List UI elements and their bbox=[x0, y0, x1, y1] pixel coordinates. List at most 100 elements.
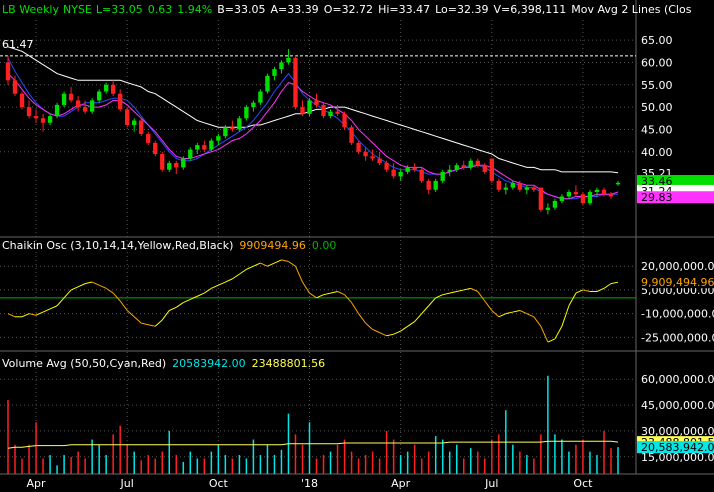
chaikin-segment bbox=[344, 294, 352, 303]
volume-tick-label: 30,000,000.00 bbox=[641, 425, 714, 438]
candle-body bbox=[19, 93, 25, 108]
candle-body bbox=[475, 160, 480, 166]
volume-bar bbox=[392, 439, 395, 474]
candle-body bbox=[517, 183, 523, 190]
volume-bar bbox=[427, 451, 430, 474]
volume-bar bbox=[533, 458, 535, 474]
volume-bar bbox=[364, 455, 367, 474]
volume-bar bbox=[161, 451, 164, 474]
candle-body bbox=[12, 80, 18, 94]
candle-body bbox=[153, 142, 158, 155]
candle-body bbox=[412, 167, 417, 170]
volume-average-value: 23488801.56 bbox=[252, 357, 325, 370]
oscillator-tick-label: 20,000,000.00 bbox=[641, 260, 714, 273]
candle-body bbox=[573, 192, 579, 195]
candle-body bbox=[26, 107, 32, 117]
volume-bar bbox=[491, 439, 493, 474]
candle-body bbox=[96, 91, 102, 101]
candle-body bbox=[223, 127, 228, 137]
volume-bar bbox=[175, 455, 178, 474]
volume-bar bbox=[371, 451, 374, 474]
candle-body bbox=[202, 145, 207, 150]
volume-bar bbox=[126, 444, 128, 474]
chaikin-segment bbox=[309, 292, 317, 299]
candle-body bbox=[461, 165, 466, 168]
volume-bar bbox=[42, 458, 44, 474]
chaikin-segment bbox=[505, 311, 513, 315]
volume-bar bbox=[105, 455, 107, 474]
price-tag-label: 29.83 bbox=[641, 191, 673, 204]
volume-bar bbox=[385, 430, 388, 474]
volume-bar bbox=[308, 422, 311, 474]
volume-bar bbox=[329, 451, 332, 474]
chaikin-segment bbox=[603, 283, 612, 289]
price-tick-label: 45.00 bbox=[641, 123, 673, 136]
chaikin-segment bbox=[526, 313, 535, 318]
volume-bar bbox=[7, 399, 9, 474]
candle-body bbox=[342, 113, 347, 128]
volume-bar bbox=[252, 439, 255, 474]
volume-bar bbox=[596, 455, 598, 474]
volume-bar bbox=[462, 458, 465, 474]
chaikin-segment bbox=[323, 292, 331, 296]
change: 0.63 bbox=[148, 3, 173, 16]
chaikin-segment bbox=[161, 310, 170, 321]
chaikin-segment bbox=[428, 297, 437, 307]
x-tick-label: Jul bbox=[484, 477, 498, 490]
volume-bar bbox=[301, 444, 304, 474]
volume-bar bbox=[498, 434, 500, 474]
candle-body bbox=[272, 69, 277, 76]
candle-body bbox=[188, 149, 193, 159]
chaikin-segment bbox=[365, 322, 373, 330]
chaikin-segment bbox=[498, 313, 507, 318]
x-tick-label: '18 bbox=[301, 477, 318, 490]
exchange: NYSE bbox=[63, 3, 92, 16]
chaikin-segment bbox=[232, 273, 240, 280]
chaikin-segment bbox=[218, 281, 226, 286]
slow-moving-average-line bbox=[7, 46, 619, 174]
chaikin-segment bbox=[610, 281, 619, 285]
candle-body bbox=[82, 107, 88, 112]
low: Lo=32.39 bbox=[435, 3, 488, 16]
x-tick-label: Oct bbox=[209, 477, 229, 490]
chaikin-segment bbox=[386, 333, 394, 337]
candle-body bbox=[132, 120, 137, 125]
volume-average-line bbox=[7, 440, 619, 449]
candle-body bbox=[377, 158, 382, 163]
volume-bar bbox=[168, 430, 171, 474]
volume-tick-label: 60,000,000.00 bbox=[641, 373, 714, 386]
oscillator-tag-label: 9,909,494.96 bbox=[641, 276, 714, 289]
candle-body bbox=[40, 118, 46, 123]
volume-bar bbox=[540, 434, 542, 474]
chaikin-segment bbox=[148, 324, 156, 327]
chaikin-segment bbox=[288, 261, 296, 267]
volume-bar bbox=[589, 451, 591, 474]
candle-body bbox=[61, 93, 67, 105]
volume-bar bbox=[448, 451, 451, 474]
volume-bar bbox=[21, 458, 23, 474]
candle-body bbox=[75, 100, 81, 108]
fast-moving-average-line bbox=[7, 73, 619, 200]
volume-bar bbox=[477, 451, 479, 474]
x-tick-label: Apr bbox=[27, 477, 47, 490]
volume-bar bbox=[484, 458, 486, 474]
volume-bar bbox=[224, 455, 227, 474]
volume-bar bbox=[203, 458, 206, 474]
volume-bar bbox=[266, 444, 269, 474]
chaikin-segment bbox=[260, 262, 268, 267]
volume-bar bbox=[582, 439, 584, 474]
chaikin-title: Chaikin Osc (3,10,14,14,Yellow,Red,Black… bbox=[2, 239, 336, 252]
candle-body bbox=[433, 180, 438, 190]
volume-bar bbox=[610, 448, 612, 474]
chaikin-segment bbox=[112, 292, 121, 302]
study-label: Mov Avg 2 Lines (Clos bbox=[571, 3, 692, 16]
candle-body bbox=[167, 162, 172, 170]
chaikin-segment bbox=[372, 328, 380, 334]
candle-body bbox=[468, 160, 473, 168]
chaikin-segment bbox=[225, 278, 233, 283]
candle-body bbox=[405, 167, 410, 172]
volume-bar bbox=[98, 444, 100, 474]
volume-bar bbox=[603, 430, 605, 474]
candle-body bbox=[103, 84, 109, 92]
